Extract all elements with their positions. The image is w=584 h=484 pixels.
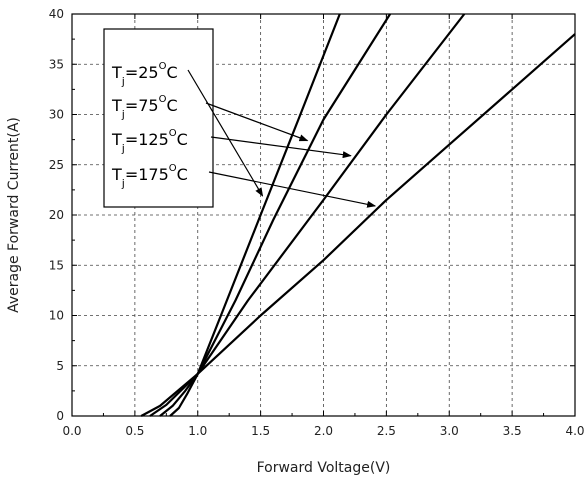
y-tick-label: 35 bbox=[49, 57, 64, 71]
legend-label-sup: O bbox=[169, 163, 177, 174]
legend-label-1: Tj=75OC bbox=[111, 94, 178, 121]
legend-label-unit: C bbox=[166, 96, 177, 115]
x-tick-label: 0.0 bbox=[62, 424, 81, 438]
legend-label-unit: C bbox=[177, 165, 188, 184]
legend-label-main: T bbox=[111, 63, 122, 82]
axes: 0.0 0.5 1.0 1.5 2.0 2.5 3.0 3.5 4.0 0 5 10 15 20 25 30 3… bbox=[49, 7, 584, 438]
y-tick-label: 30 bbox=[49, 108, 64, 122]
x-tick-label: 2.5 bbox=[377, 424, 396, 438]
legend-label-unit: C bbox=[177, 130, 188, 149]
legend-box bbox=[103, 28, 214, 208]
legend-label-sup: O bbox=[159, 61, 167, 72]
y-tick-label: 20 bbox=[49, 208, 64, 222]
y-tick-label: 0 bbox=[56, 409, 64, 423]
legend-arrow-1 bbox=[205, 102, 309, 142]
legend-label-rest: =75 bbox=[125, 96, 159, 115]
legend-arrow-3 bbox=[208, 171, 377, 208]
x-tick-label: 3.0 bbox=[440, 424, 459, 438]
legend-arrow-2 bbox=[210, 136, 352, 159]
legend-label-2: Tj=125OC bbox=[111, 128, 188, 155]
legend-label-main: T bbox=[111, 96, 122, 115]
x-tick-label: 2.0 bbox=[314, 424, 333, 438]
y-tick-label: 40 bbox=[49, 7, 64, 21]
y-tick-label: 25 bbox=[49, 158, 64, 172]
legend-label-sub: j bbox=[121, 177, 125, 190]
legend-label-unit: C bbox=[166, 63, 177, 82]
x-tick-label: 1.5 bbox=[251, 424, 270, 438]
legend-label-sub: j bbox=[121, 142, 125, 155]
legend-label-sub: j bbox=[121, 108, 125, 121]
legend-arrow-0 bbox=[187, 69, 264, 197]
legend-label-sub: j bbox=[121, 75, 125, 88]
x-tick-label: 3.5 bbox=[503, 424, 522, 438]
series-line-2 bbox=[149, 13, 466, 417]
y-axis-title: Average Forward Current(A) bbox=[6, 117, 22, 313]
series-line-3 bbox=[140, 33, 576, 417]
legend-label-rest: =125 bbox=[125, 130, 169, 149]
legend-label-main: T bbox=[111, 165, 122, 184]
legend-label-sup: O bbox=[169, 128, 177, 139]
y-tick-label: 10 bbox=[49, 309, 64, 323]
legend-label-0: Tj=25OC bbox=[111, 61, 178, 88]
series-line-1 bbox=[159, 13, 392, 417]
x-axis-title: Forward Voltage(V) bbox=[257, 460, 391, 476]
legend-label-sup: O bbox=[159, 94, 167, 105]
y-tick-label: 5 bbox=[56, 359, 64, 373]
x-tick-label: 4.0 bbox=[565, 424, 584, 438]
legend-label-main: T bbox=[111, 130, 122, 149]
x-tick-label: 0.5 bbox=[125, 424, 144, 438]
legend-label-rest: =25 bbox=[125, 63, 159, 82]
legend-label-rest: =175 bbox=[125, 165, 169, 184]
x-tick-label: 1.0 bbox=[188, 424, 207, 438]
y-tick-label: 15 bbox=[49, 258, 64, 272]
legend-label-3: Tj=175OC bbox=[111, 163, 188, 190]
